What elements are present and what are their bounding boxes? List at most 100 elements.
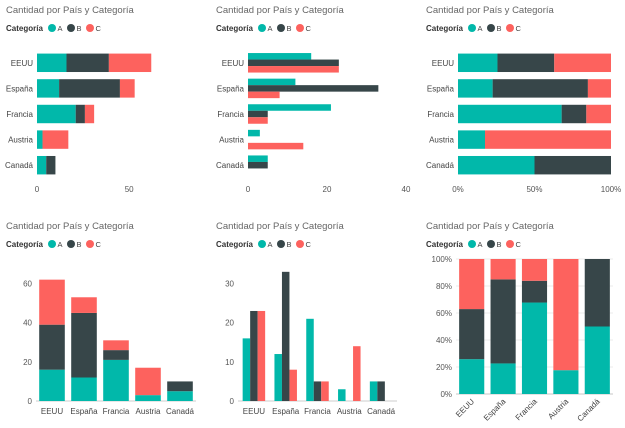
legend-label-b: B (497, 240, 502, 249)
bar-austria-c (135, 367, 161, 396)
bar-francia-a (37, 104, 76, 124)
legend-label-c: C (306, 24, 312, 33)
legend-title: Categoría (6, 24, 43, 33)
bar-españa-a (71, 377, 97, 401)
legend-title: Categoría (426, 240, 463, 249)
bar-francia-b (103, 350, 129, 360)
legend-marker-a (258, 24, 266, 32)
legend-marker-c (506, 240, 514, 248)
bar-canadá-a (248, 155, 268, 162)
bar-austria-c (553, 259, 579, 371)
category-label: EEUU (41, 407, 63, 416)
x-tick-label: 20 (323, 185, 332, 194)
y-tick-label: 100% (432, 255, 452, 264)
category-label: Austria (546, 397, 570, 421)
category-label: Austria (429, 136, 454, 145)
bar-españa-a (490, 363, 516, 394)
category-label: Canadá (426, 161, 455, 170)
bar-canadá-b (248, 161, 268, 169)
bar-eeuu-c (257, 310, 266, 401)
bar-austria-c (353, 346, 361, 401)
bar-austria-a (248, 129, 260, 137)
category-label: Francia (217, 110, 244, 119)
chart-6: Cantidad por País y Categoría Categoría A B… (426, 221, 613, 423)
chart-1: Cantidad por País y Categoría Categoría A B… (5, 5, 152, 194)
legend-marker-a (468, 24, 476, 32)
bar-canadá-b (46, 155, 56, 175)
chart-4: Cantidad por País y Categoría Categoría A B… (6, 221, 196, 416)
chart-title: Cantidad por País y Categoría (216, 221, 345, 232)
y-tick-label: 30 (225, 280, 234, 289)
chart-title: Cantidad por País y Categoría (6, 5, 135, 16)
bar-españa-c (490, 259, 516, 280)
legend: Categoría A B C (6, 24, 102, 33)
legend: Categoría A B C (216, 240, 312, 249)
legend-label-a: A (58, 240, 63, 249)
legend-label-b: B (77, 240, 82, 249)
y-tick-label: 10 (225, 358, 234, 367)
bar-austria-a (553, 370, 579, 394)
bar-eeuu-c (108, 53, 152, 73)
y-tick-label: 20 (225, 319, 234, 328)
legend-marker-c (86, 240, 94, 248)
bar-españa-c (119, 79, 135, 98)
bar-eeuu-b (459, 309, 485, 360)
legend-label-a: A (478, 240, 483, 249)
bar-francia-a (248, 104, 331, 111)
x-tick-label: 40 (402, 185, 411, 194)
y-tick-label: 60 (23, 280, 32, 289)
bar-francia-a (458, 104, 562, 124)
legend-label-a: A (268, 24, 273, 33)
bar-españa-b (490, 279, 516, 364)
bar-españa-c (248, 91, 280, 99)
x-tick-label: 0 (35, 185, 40, 194)
category-label: EEUU (243, 407, 265, 416)
bar-canadá-a (37, 155, 47, 175)
category-label: Francia (427, 110, 454, 119)
bar-españa-a (37, 79, 60, 98)
chart-5: Cantidad por País y Categoría Categoría A B… (216, 221, 397, 416)
category-label: Francia (6, 110, 33, 119)
legend-marker-c (506, 24, 514, 32)
category-label: Austria (136, 407, 161, 416)
bar-austria-a (338, 389, 346, 401)
bar-eeuu-c (554, 53, 611, 73)
x-tick-label: 0 (246, 185, 251, 194)
bar-francia-b (561, 104, 587, 124)
bar-españa-b (492, 79, 588, 98)
bar-eeuu-a (39, 369, 65, 401)
legend-title: Categoría (6, 240, 43, 249)
bar-canadá-b (167, 381, 193, 392)
legend-marker-b (67, 24, 75, 32)
bar-austria-a (37, 130, 43, 149)
bar-españa-a (458, 79, 493, 98)
legend-marker-a (48, 240, 56, 248)
legend-marker-c (296, 24, 304, 32)
bar-eeuu-a (242, 338, 251, 401)
legend-label-b: B (77, 24, 82, 33)
category-label: España (217, 84, 245, 93)
y-tick-label: 80% (436, 282, 452, 291)
legend-title: Categoría (216, 240, 253, 249)
legend-title: Categoría (426, 24, 463, 33)
bar-eeuu-a (458, 53, 498, 73)
bar-canadá-b (377, 381, 385, 401)
category-label: EEUU (454, 397, 476, 419)
chart-title: Cantidad por País y Categoría (426, 5, 555, 16)
legend: Categoría A B C (426, 24, 522, 33)
bar-eeuu-b (39, 324, 65, 370)
legend-label-a: A (478, 24, 483, 33)
legend-label-c: C (516, 24, 522, 33)
bar-eeuu-b (248, 59, 339, 67)
legend-label-b: B (497, 24, 502, 33)
x-tick-label: 50 (125, 185, 134, 194)
bar-francia-a (306, 318, 314, 401)
bar-francia-c (586, 104, 611, 124)
bar-francia-c (248, 117, 268, 124)
bar-francia-c (321, 381, 329, 401)
x-tick-label: 50% (526, 185, 542, 194)
category-label: Canadá (576, 397, 603, 423)
category-label: Austria (219, 136, 244, 145)
legend-marker-a (48, 24, 56, 32)
category-label: Canadá (5, 161, 34, 170)
